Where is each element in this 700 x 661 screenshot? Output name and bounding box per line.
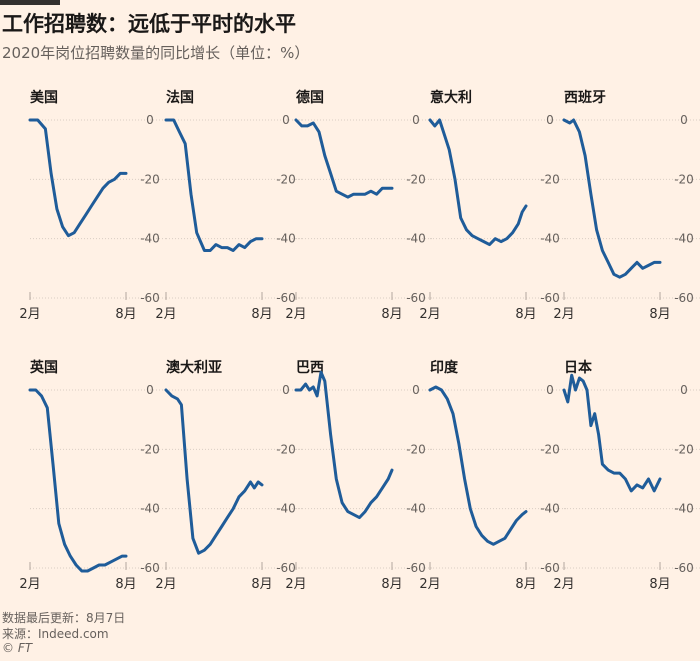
series-line (164, 118, 264, 252)
x-tick-label: 8月 (515, 577, 536, 592)
panel-title: 美国 (30, 89, 58, 106)
y-tick-label: -20 (540, 172, 560, 186)
x-tick-label: 8月 (251, 577, 272, 592)
y-tick-label: -20 (140, 442, 160, 456)
footer-source: 来源：Indeed.com (2, 627, 109, 641)
chart-subtitle: 2020年岗位招聘数量的同比增长（单位：%） (2, 44, 310, 62)
y-tick-label: -60 (276, 291, 296, 305)
x-tick-label: 8月 (381, 577, 402, 592)
x-tick-label: 2月 (155, 577, 176, 592)
x-tick-label: 2月 (553, 307, 574, 322)
y-tick-label: -40 (540, 232, 560, 246)
x-tick-label: 8月 (515, 307, 536, 322)
x-tick-label: 2月 (553, 577, 574, 592)
panel-title: 意大利 (430, 89, 472, 106)
top-rule (0, 0, 60, 5)
y-tick-label: -60 (540, 561, 560, 575)
y-tick-label: -20 (406, 172, 426, 186)
series-line (294, 370, 394, 520)
footer-credit: © FT (2, 641, 33, 655)
x-tick-label: 2月 (19, 577, 40, 592)
x-tick-label: 2月 (285, 577, 306, 592)
y-tick-label: -40 (140, 502, 160, 516)
series-line (428, 118, 528, 247)
y-tick-label: -20 (674, 442, 694, 456)
y-tick-label: -60 (406, 561, 426, 575)
y-tick-label: 0 (146, 113, 154, 127)
series-line (562, 373, 662, 493)
y-tick-label: -20 (140, 172, 160, 186)
series-line (428, 385, 528, 546)
chart-panel: 巴西 0 -20 -40 -60 2月 8月 (285, 360, 432, 592)
y-tick-label: 0 (546, 113, 554, 127)
panel-title: 巴西 (296, 360, 324, 376)
series-line (28, 388, 128, 573)
y-tick-label: -20 (674, 172, 694, 186)
y-tick-label: -40 (276, 232, 296, 246)
series-line (294, 118, 394, 199)
y-tick-label: -40 (674, 232, 694, 246)
x-tick-label: 8月 (115, 577, 136, 592)
y-tick-label: -40 (674, 502, 694, 516)
x-tick-label: 2月 (285, 307, 306, 322)
y-tick-label: -40 (406, 502, 426, 516)
x-tick-label: 2月 (19, 307, 40, 322)
panel-title: 英国 (29, 359, 58, 376)
y-tick-label: -40 (276, 502, 296, 516)
x-tick-label: 2月 (419, 307, 440, 322)
x-tick-label: 8月 (649, 307, 670, 322)
y-tick-label: -40 (406, 232, 426, 246)
x-tick-label: 8月 (115, 307, 136, 322)
panel-title: 印度 (430, 359, 459, 376)
y-tick-label: -40 (140, 232, 160, 246)
series-line (28, 118, 128, 238)
y-tick-label: -40 (540, 502, 560, 516)
y-tick-label: -20 (406, 442, 426, 456)
x-tick-label: 8月 (649, 577, 670, 592)
y-tick-label: -60 (406, 291, 426, 305)
x-tick-label: 2月 (155, 307, 176, 322)
chart-panel: 意大利 0 -20 -40 -60 2月 8月 (419, 89, 566, 322)
y-tick-label: -20 (276, 442, 296, 456)
series-line (164, 388, 264, 555)
y-tick-label: 0 (412, 383, 420, 397)
y-tick-label: 0 (146, 383, 154, 397)
panel-title: 澳大利亚 (166, 359, 222, 376)
chart-panel: 美国 0 -20 -40 -60 2月 8月 (19, 89, 166, 322)
x-tick-label: 8月 (251, 307, 272, 322)
x-tick-label: 8月 (381, 307, 402, 322)
y-tick-label: -60 (674, 561, 694, 575)
chart-panel: 西班牙 0 -20 -40 -60 2月 8月 (553, 89, 700, 322)
y-tick-label: -60 (276, 561, 296, 575)
chart-panel: 英国 0 -20 -40 -60 2月 8月 (19, 359, 166, 592)
chart-panel: 法国 0 -20 -40 -60 2月 8月 (155, 89, 302, 322)
series-line (562, 118, 662, 279)
y-tick-label: -60 (540, 291, 560, 305)
y-tick-label: 0 (546, 383, 554, 397)
y-tick-label: 0 (680, 113, 688, 127)
chart-title: 工作招聘数：远低于平时的水平 (2, 12, 296, 36)
y-tick-label: 0 (282, 113, 290, 127)
y-tick-label: -20 (540, 442, 560, 456)
y-tick-label: 0 (412, 113, 420, 127)
y-tick-label: -60 (140, 561, 160, 575)
chart-panel: 德国 0 -20 -40 -60 2月 8月 (285, 89, 432, 322)
y-tick-label: 0 (680, 383, 688, 397)
panel-title: 法国 (166, 89, 194, 106)
chart-panel: 澳大利亚 0 -20 -40 -60 2月 8月 (155, 359, 302, 592)
chart-panel: 日本 0 -20 -40 -60 2月 8月 (553, 359, 700, 592)
y-tick-label: -60 (140, 291, 160, 305)
y-tick-label: -20 (276, 172, 296, 186)
x-tick-label: 2月 (419, 577, 440, 592)
panel-title: 德国 (296, 89, 324, 106)
chart-panel: 印度 0 -20 -40 -60 2月 8月 (419, 359, 566, 592)
panel-title: 日本 (564, 359, 593, 376)
panel-title: 西班牙 (564, 89, 606, 106)
y-tick-label: -60 (674, 291, 694, 305)
footer-date: 数据最后更新：8月7日 (2, 611, 126, 625)
y-tick-label: 0 (282, 383, 290, 397)
